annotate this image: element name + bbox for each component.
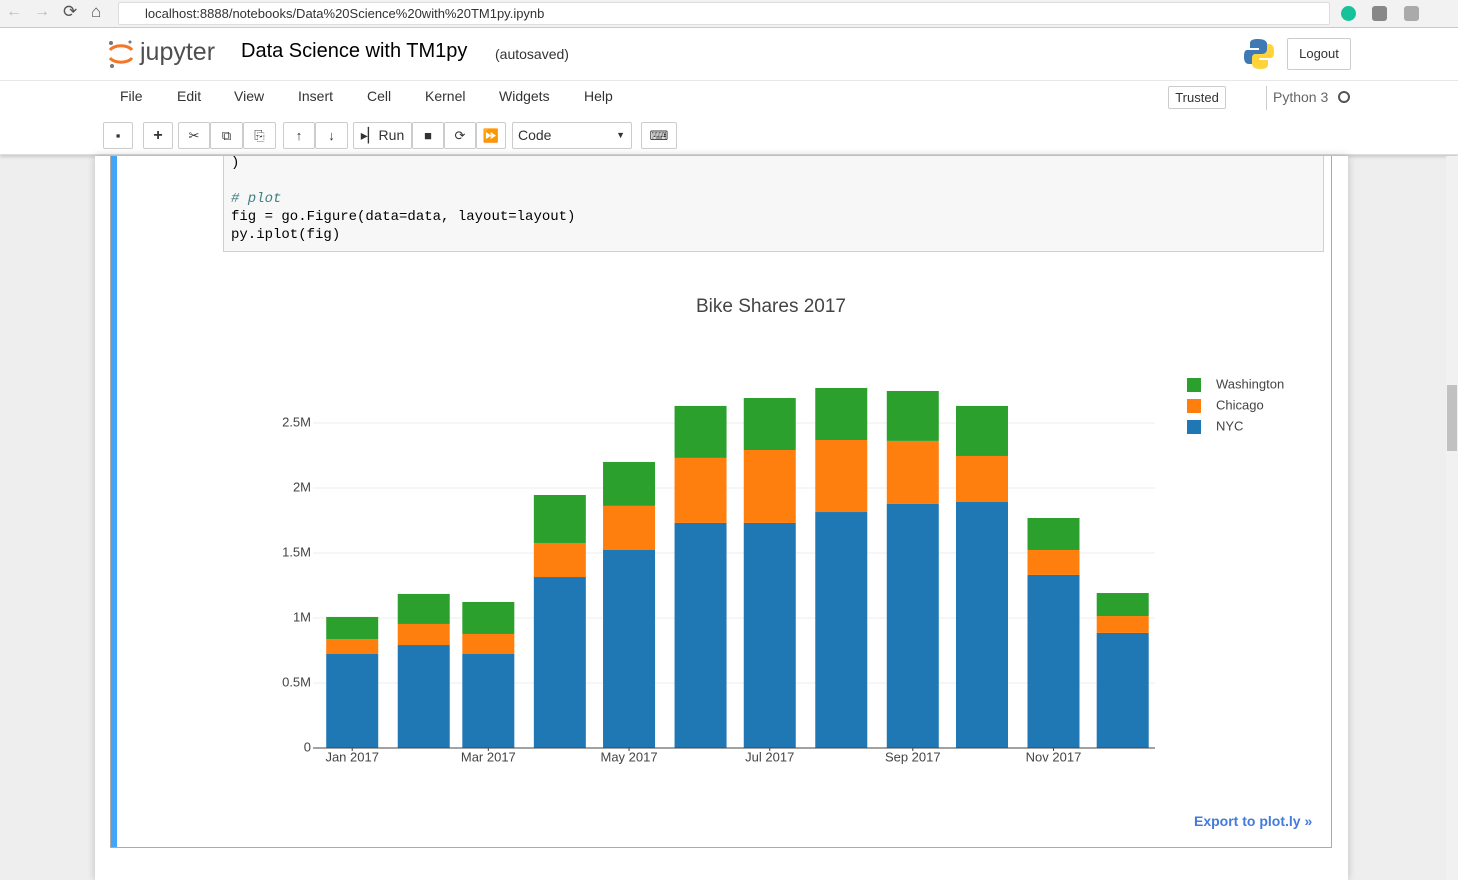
code-input[interactable] — [223, 156, 1324, 252]
menu-item[interactable]: Cell — [367, 88, 392, 104]
insert-cell-button[interactable]: + — [143, 122, 173, 149]
cut-button[interactable]: ✂ — [178, 122, 210, 149]
copy-button[interactable]: ⧉ — [210, 122, 243, 149]
code-comment: # plot — [231, 191, 282, 207]
paste-button[interactable]: ⎘ — [243, 122, 276, 149]
python-logo — [1244, 39, 1274, 69]
divider — [1266, 86, 1267, 110]
cell[interactable] — [110, 156, 1332, 848]
save-button[interactable]: ▪ — [103, 122, 133, 149]
menu-item[interactable]: Insert — [298, 88, 334, 104]
menu-item[interactable]: Kernel — [425, 88, 466, 104]
run-label: Run — [378, 127, 405, 143]
extension-icon[interactable] — [1404, 6, 1419, 21]
code-line: py.iplot(fig) — [231, 227, 341, 243]
jupyter-logo[interactable]: jupyter — [140, 38, 216, 66]
export-link[interactable]: Export to plot.ly » — [1194, 813, 1313, 829]
jupyter-logo-mark — [108, 40, 134, 68]
kernel-name[interactable]: Python 3 — [1273, 89, 1329, 105]
code-line: ) — [231, 155, 240, 171]
scrollbar[interactable] — [1446, 156, 1458, 880]
browser-bar: ← → ⟳ ⌂ localhost:8888/notebooks/Data%20… — [0, 0, 1458, 28]
menu-item[interactable]: View — [234, 88, 265, 104]
extension-icon[interactable] — [1372, 6, 1387, 21]
move-up-button[interactable]: ↑ — [283, 122, 315, 149]
menu-item[interactable]: File — [120, 88, 143, 104]
move-down-button[interactable]: ↓ — [315, 122, 348, 149]
cell-selection-bar — [111, 156, 117, 847]
scrollbar-thumb[interactable] — [1447, 385, 1457, 451]
menu-item[interactable]: Help — [584, 88, 613, 104]
restart-run-all-button[interactable]: ⏩ — [476, 122, 506, 149]
code-line: fig = go.Figure(data=data, layout=layout… — [231, 209, 576, 225]
divider — [0, 80, 1458, 81]
logout-button[interactable]: Logout — [1287, 38, 1351, 70]
url-box[interactable]: localhost:8888/notebooks/Data%20Science%… — [118, 2, 1330, 25]
kernel-indicator — [1338, 91, 1350, 103]
interrupt-button[interactable]: ■ — [412, 122, 444, 149]
reload[interactable]: ⟳ — [63, 2, 78, 21]
url: localhost:8888/notebooks/Data%20Science%… — [145, 6, 545, 21]
run-button[interactable]: ▸▏Run — [353, 122, 412, 149]
menu-item[interactable]: Widgets — [499, 88, 550, 104]
notebook-title[interactable]: Data Science with TM1py — [241, 40, 468, 62]
cell-type-select[interactable]: Code ▼ — [512, 122, 632, 149]
autosave-status: (autosaved) — [495, 46, 569, 62]
nav-back[interactable]: ← — [6, 3, 22, 20]
nav-forward[interactable]: → — [34, 3, 50, 20]
home[interactable]: ⌂ — [91, 2, 102, 21]
restart-button[interactable]: ⟳ — [444, 122, 476, 149]
command-palette-button[interactable]: ⌨ — [641, 122, 677, 149]
cell-type: Code — [518, 127, 552, 143]
menu-item[interactable]: Edit — [177, 88, 202, 104]
extension-icon[interactable] — [1341, 6, 1356, 21]
trusted-indicator[interactable]: Trusted — [1168, 86, 1226, 109]
